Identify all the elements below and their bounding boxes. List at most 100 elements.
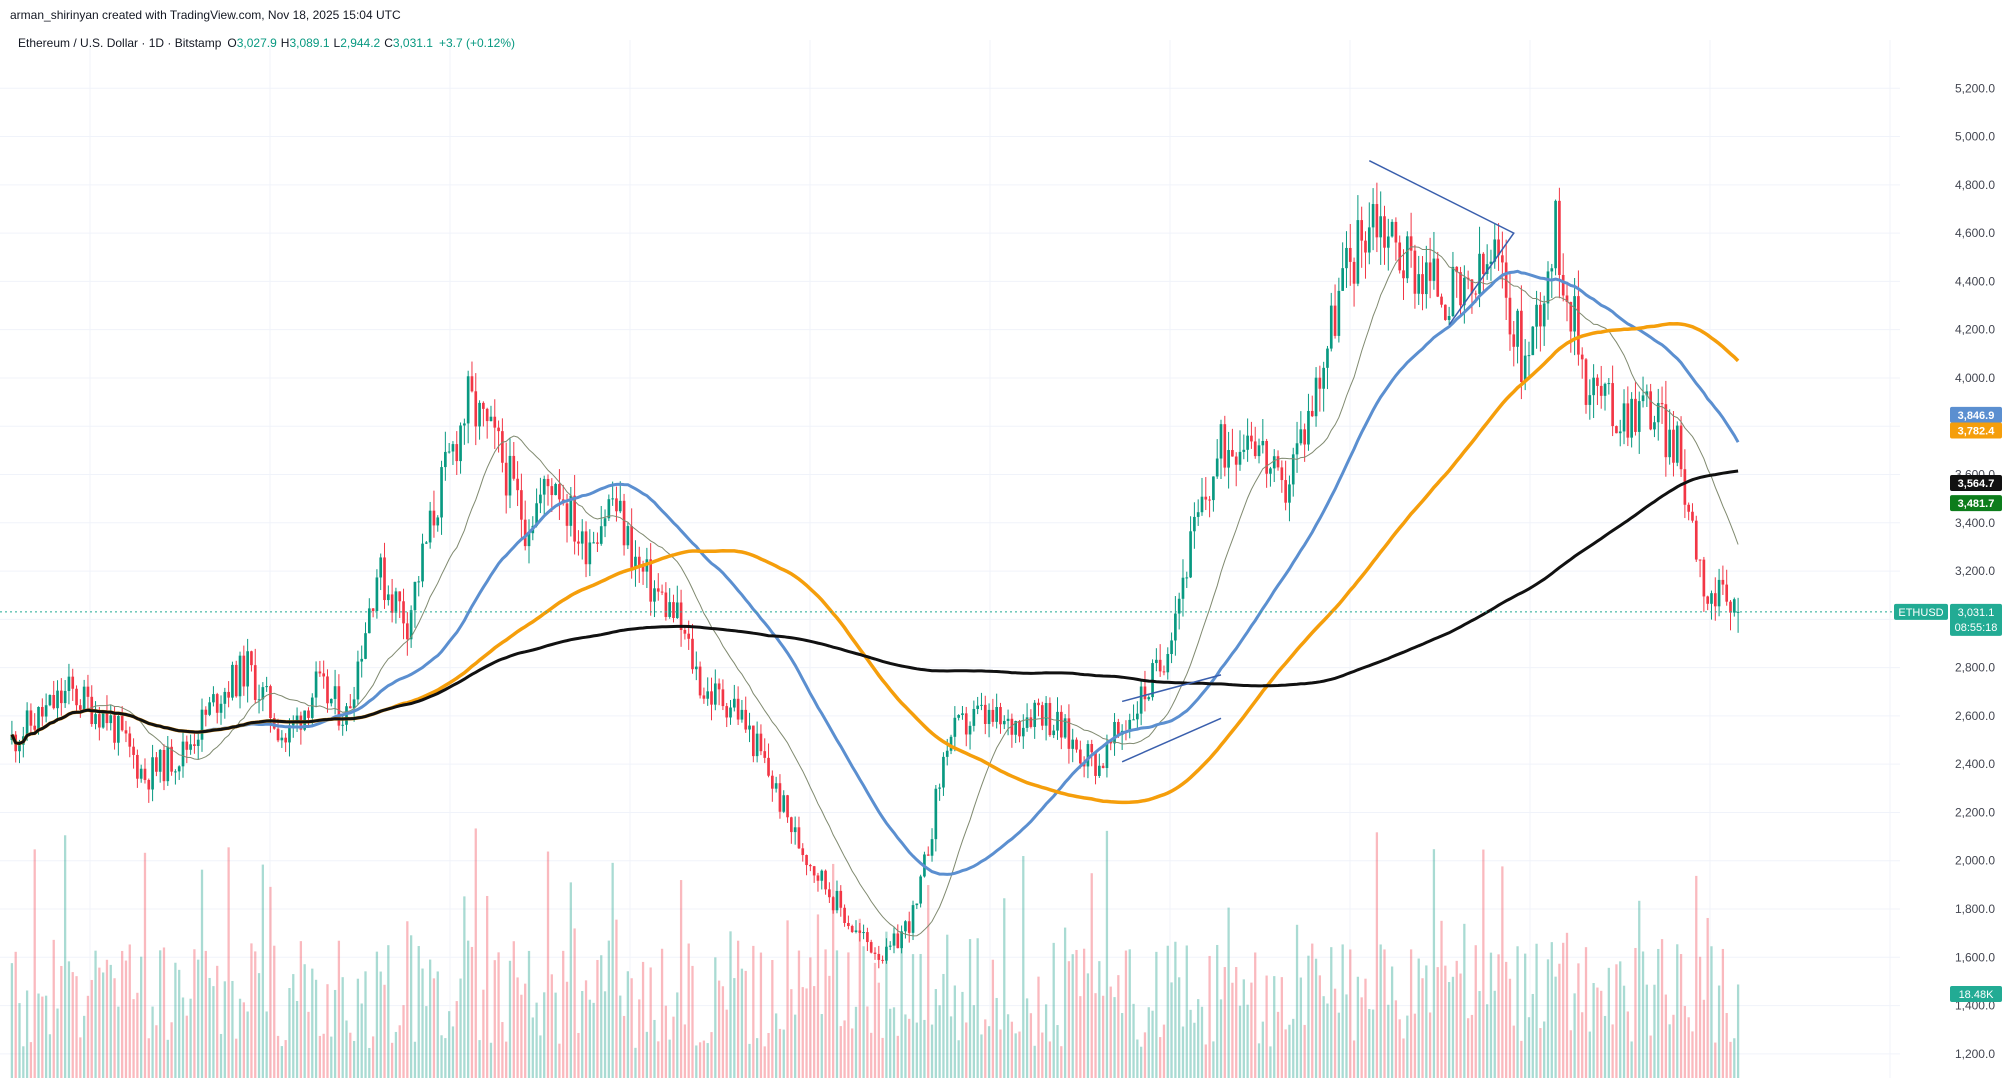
volume-bar bbox=[1535, 943, 1538, 1078]
volume-bar bbox=[1143, 1032, 1147, 1078]
candle-body bbox=[56, 690, 59, 709]
candle-body bbox=[1143, 686, 1147, 700]
candle-body bbox=[231, 664, 234, 698]
volume-bar bbox=[695, 1045, 698, 1078]
volume-bar bbox=[710, 1032, 713, 1078]
volume-bar bbox=[1516, 946, 1519, 1078]
volume-bar bbox=[1117, 975, 1120, 1078]
volume-bar bbox=[1174, 941, 1177, 1078]
candle-body bbox=[1561, 274, 1565, 296]
candle-body bbox=[1489, 261, 1493, 265]
candle-body bbox=[626, 526, 630, 546]
candle-body bbox=[1337, 290, 1341, 336]
candle-body bbox=[352, 699, 356, 709]
volume-bar bbox=[1695, 875, 1698, 1078]
candle-body bbox=[166, 746, 170, 782]
volume-bar bbox=[1432, 849, 1436, 1078]
volume-bar bbox=[942, 973, 945, 1078]
candle-body bbox=[675, 602, 679, 619]
volume-bar bbox=[1109, 986, 1112, 1078]
volume-bar bbox=[330, 1036, 333, 1078]
volume-bar bbox=[1603, 1015, 1607, 1078]
volume-bar bbox=[1505, 961, 1508, 1078]
candle-body bbox=[1386, 236, 1390, 248]
drawing-annotations[interactable] bbox=[1121, 160, 1515, 763]
axis-tick-label: 2,000.0 bbox=[1955, 854, 1995, 868]
volume-bar bbox=[197, 959, 200, 1078]
candle-body bbox=[964, 713, 968, 735]
volume-bar bbox=[1634, 947, 1637, 1078]
symbol-description[interactable]: Ethereum / U.S. Dollar · 1D · Bitstamp O3… bbox=[18, 36, 515, 50]
volume-bar bbox=[444, 1038, 447, 1078]
candle-body bbox=[767, 757, 770, 776]
candle-body bbox=[436, 517, 440, 526]
candle-body bbox=[539, 494, 542, 504]
candle-body bbox=[1276, 456, 1280, 468]
candle-body bbox=[1485, 264, 1489, 274]
candle-body bbox=[120, 716, 124, 731]
candle-body bbox=[1527, 355, 1531, 357]
candle-body bbox=[1542, 303, 1546, 327]
volume-bar bbox=[1592, 983, 1595, 1078]
volume-bar bbox=[657, 1041, 660, 1078]
candle-body bbox=[782, 795, 786, 812]
candle-body bbox=[1037, 702, 1040, 706]
candle-body bbox=[862, 932, 865, 934]
volume-bar bbox=[1250, 982, 1253, 1078]
candle-body bbox=[1101, 765, 1105, 769]
volume-bar bbox=[425, 1006, 428, 1078]
volume-bar bbox=[1615, 964, 1618, 1078]
candle-body bbox=[1314, 377, 1318, 417]
volume-bar bbox=[109, 964, 112, 1078]
volume-bar bbox=[1128, 949, 1131, 1078]
volume-bar bbox=[1254, 952, 1257, 1078]
candle-body bbox=[261, 687, 265, 700]
volume-bar bbox=[740, 968, 744, 1078]
volume-bar bbox=[1371, 1009, 1375, 1078]
volume-bar bbox=[1565, 932, 1569, 1078]
volume-bar bbox=[345, 1020, 348, 1078]
volume-bar bbox=[527, 950, 531, 1078]
price-axis[interactable]: 1,200.0 1,400.0 1,600.0 1,800.0 2,000.0 2,200… bbox=[1955, 81, 1995, 1061]
volume-bar bbox=[1132, 1003, 1135, 1078]
volume-bar bbox=[208, 977, 211, 1078]
volume-bar bbox=[1326, 1003, 1329, 1078]
candle-body bbox=[40, 706, 44, 717]
candle-body bbox=[850, 926, 854, 932]
volume-bar bbox=[1257, 1043, 1261, 1078]
price-labels: 3,846.9 3,782.4 3,564.7 3,481.7 ETHUSD 3,031.… bbox=[1894, 406, 2002, 1002]
candle-body bbox=[257, 699, 261, 701]
volume-bar bbox=[1330, 947, 1333, 1078]
volume-bar bbox=[581, 991, 584, 1078]
candle-body bbox=[755, 733, 759, 757]
volume-bar bbox=[421, 968, 424, 1078]
candle-body bbox=[1710, 593, 1713, 604]
volume-bar bbox=[1379, 944, 1382, 1078]
candle-body bbox=[771, 775, 774, 789]
axis-tick-label: 2,200.0 bbox=[1955, 805, 1995, 819]
candle-body bbox=[1546, 271, 1550, 304]
candle-body bbox=[314, 671, 318, 698]
candle-body bbox=[501, 431, 504, 463]
volume-bar bbox=[132, 999, 135, 1078]
candle-body bbox=[1451, 266, 1455, 317]
volume-bar bbox=[794, 1014, 797, 1078]
candle-body bbox=[828, 889, 831, 898]
axis-tick-label: 4,800.0 bbox=[1955, 178, 1995, 192]
volume-bar bbox=[664, 1005, 668, 1078]
volume-bar bbox=[915, 1022, 918, 1078]
volume-bar bbox=[501, 1022, 504, 1078]
volume-bar bbox=[596, 959, 599, 1078]
volume-bar bbox=[1725, 1013, 1728, 1078]
axis-tick-label: 3,200.0 bbox=[1955, 564, 1995, 578]
candle-body bbox=[793, 827, 797, 833]
volume-bar bbox=[440, 1035, 443, 1078]
candle-body bbox=[1702, 559, 1706, 597]
volume-bar bbox=[322, 1033, 325, 1078]
candle-body bbox=[493, 416, 497, 428]
volume-bar bbox=[1067, 961, 1071, 1078]
candle-body bbox=[276, 728, 280, 741]
candle-body bbox=[1577, 296, 1580, 355]
candle-body bbox=[432, 510, 436, 526]
